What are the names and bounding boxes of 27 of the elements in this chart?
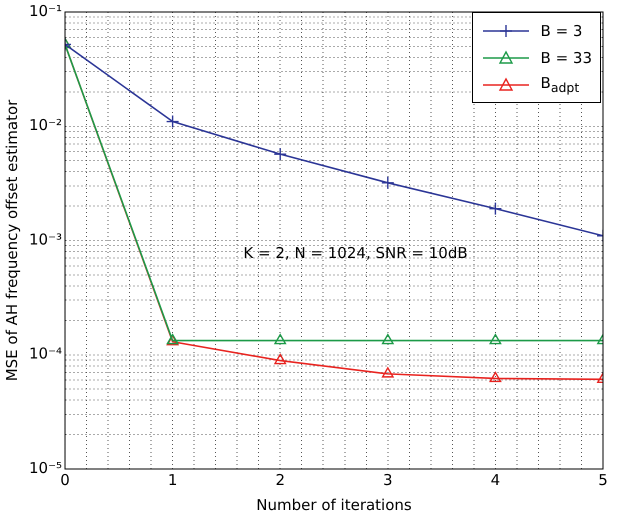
y-axis-title: MSE of AH frequency offset estimator [2,98,21,382]
point [382,367,394,378]
x-tick-label: 1 [168,470,178,489]
point [490,334,502,344]
x-tick-label: 5 [598,470,608,489]
y-tick-label: 10⁻¹ [28,2,62,20]
y-tick-label: 10⁻⁴ [28,344,62,363]
y-tick-label: 10⁻³ [28,230,62,248]
y-tick-label: 10⁻² [28,116,62,134]
point [382,334,394,344]
point [166,114,180,128]
legend-label: B$_{adpt}$ [540,74,580,95]
annotation: K = 2, N = 1024, SNR = 10dB [243,244,468,262]
x-tick-label: 2 [275,470,285,489]
legend-label: B = 33 [540,48,592,66]
point [274,334,286,344]
legend-label: B = 3 [540,22,582,40]
x-tick-label: 3 [383,470,393,489]
point [381,176,395,190]
point [274,147,287,161]
x-axis-title: Number of iterations [256,496,412,514]
x-tick-label: 4 [490,470,500,489]
y-tick-label: 10⁻⁵ [28,458,62,477]
point [490,372,502,382]
point [274,354,286,364]
x-tick-label: 0 [60,470,70,489]
point [488,202,502,216]
